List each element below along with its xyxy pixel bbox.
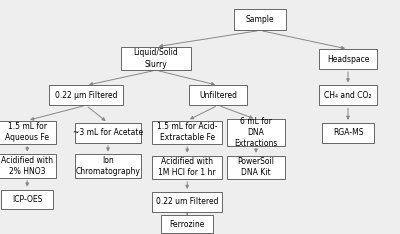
Text: RGA-MS: RGA-MS [333, 128, 363, 137]
Text: Acidified with
2% HNO3: Acidified with 2% HNO3 [1, 156, 53, 176]
Bar [234, 9, 286, 30]
Bar [0, 154, 56, 178]
Text: Sample: Sample [246, 15, 274, 24]
Bar [75, 123, 141, 143]
Text: Ion
Chromatography: Ion Chromatography [76, 156, 140, 176]
Text: 6 mL for
DNA
Extractions: 6 mL for DNA Extractions [234, 117, 278, 148]
Bar [121, 47, 191, 70]
Text: ICP-OES: ICP-OES [12, 195, 42, 204]
Bar [152, 192, 222, 212]
Bar [1, 190, 53, 209]
Text: Ferrozine: Ferrozine [170, 219, 205, 229]
Text: Acidified with
1M HCl for 1 hr: Acidified with 1M HCl for 1 hr [158, 157, 216, 177]
Bar [227, 156, 285, 179]
Bar [322, 123, 374, 143]
Bar [152, 121, 222, 144]
Text: ~3 mL for Acetate: ~3 mL for Acetate [73, 128, 143, 137]
Bar [189, 85, 247, 105]
Text: Unfiltered: Unfiltered [199, 91, 237, 100]
Bar [161, 215, 213, 233]
Bar [49, 85, 123, 105]
Text: PowerSoil
DNA Kit: PowerSoil DNA Kit [238, 157, 274, 177]
Bar [0, 121, 56, 144]
Text: 0.22 μm Filtered: 0.22 μm Filtered [55, 91, 117, 100]
Text: 1.5 mL for
Aqueous Fe: 1.5 mL for Aqueous Fe [5, 122, 49, 142]
Bar [75, 154, 141, 178]
Text: Headspace: Headspace [327, 55, 369, 64]
Bar [227, 119, 285, 146]
Bar [319, 49, 377, 69]
Text: CH₄ and CO₂: CH₄ and CO₂ [324, 91, 372, 100]
Bar [319, 85, 377, 105]
Text: Liquid/Solid
Slurry: Liquid/Solid Slurry [134, 48, 178, 69]
Text: 1.5 mL for Acid-
Extractable Fe: 1.5 mL for Acid- Extractable Fe [157, 122, 218, 142]
Bar [152, 156, 222, 179]
Text: 0.22 um Filtered: 0.22 um Filtered [156, 197, 218, 206]
